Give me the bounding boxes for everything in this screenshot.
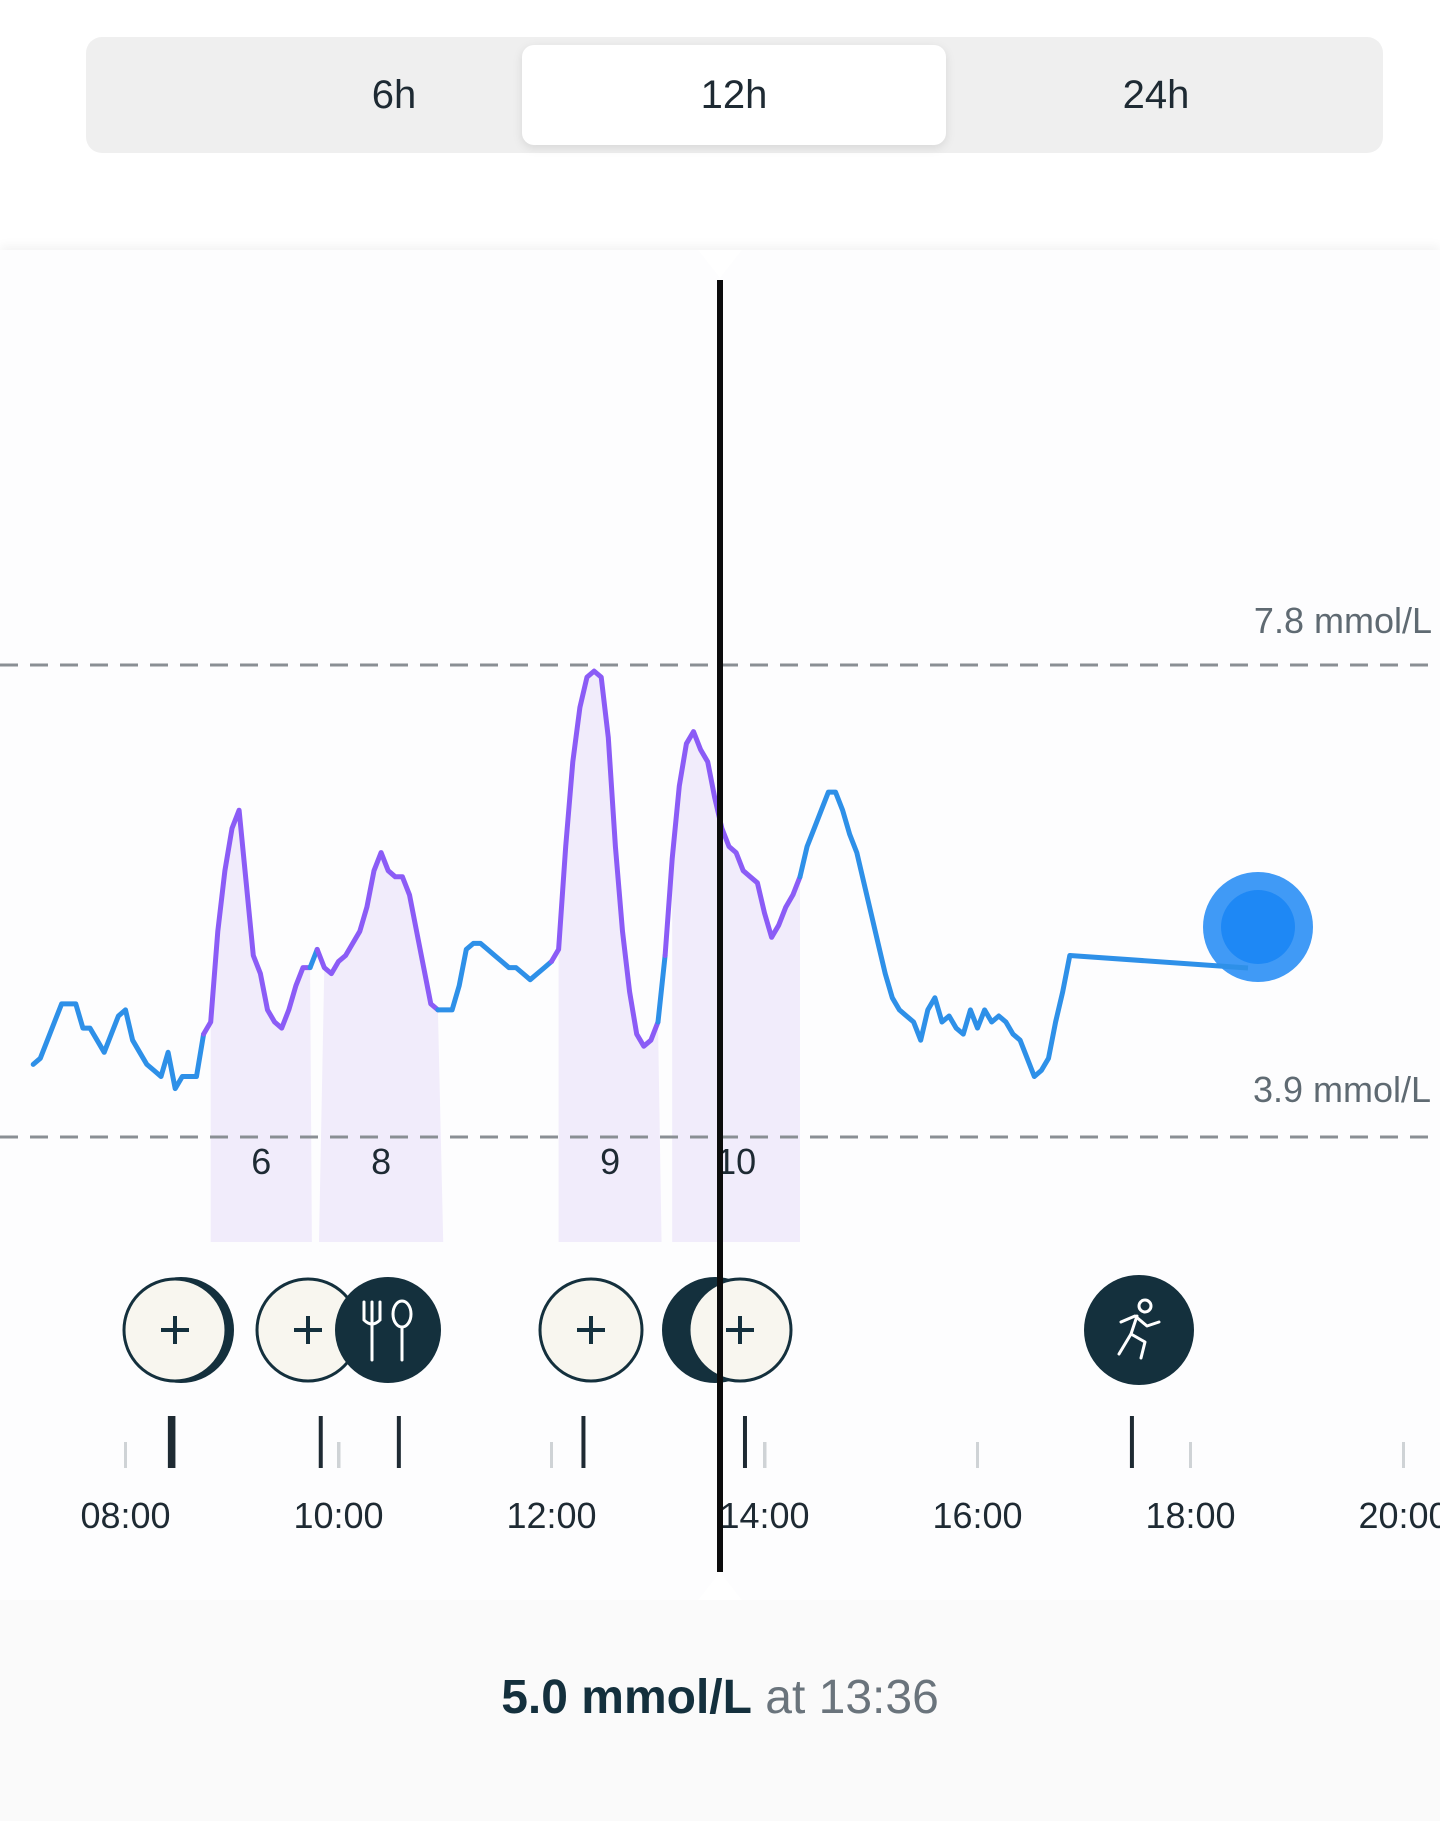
glucose-line	[33, 1004, 203, 1089]
range-option-24h-label: 24h	[1123, 73, 1190, 118]
glucose-chart[interactable]: 7.8 mmol/L 3.9 mmol/L 6 8 9 10 08:00 10:00 12…	[0, 250, 1440, 1600]
carb-label: 8	[371, 1141, 391, 1182]
x-tick-label: 20:00	[1358, 1495, 1440, 1536]
range-option-12h[interactable]: 12h	[522, 45, 946, 145]
insulin-event-marker[interactable]	[662, 1277, 791, 1383]
exercise-event-marker[interactable]	[1084, 1275, 1194, 1385]
glucose-line	[800, 792, 1070, 1076]
x-tick-label: 16:00	[932, 1495, 1022, 1536]
current-glucose-dot	[1221, 890, 1295, 964]
readout-value: 5.0 mmol/L	[501, 1671, 752, 1724]
event-markers	[124, 1275, 1194, 1385]
x-axis: 08:00 10:00 12:00 14:00 16:00 18:00 20:00	[80, 1416, 1440, 1536]
cursor-top-notch	[698, 250, 742, 278]
target-low-label: 3.9 mmol/L	[1253, 1069, 1431, 1110]
carb-label: 6	[251, 1141, 271, 1182]
x-tick-label: 08:00	[80, 1495, 170, 1536]
insulin-event-marker[interactable]	[540, 1279, 642, 1381]
time-range-selector: 6h 12h 24h	[86, 37, 1383, 153]
readout-time: 13:36	[819, 1671, 939, 1724]
readout-at: at	[765, 1671, 805, 1724]
insulin-event-marker[interactable]	[124, 1277, 234, 1383]
meal-marker-bubble	[335, 1277, 441, 1383]
glucose-line	[438, 943, 552, 1010]
range-option-12h-label: 12h	[701, 73, 768, 118]
glucose-chart-card: 7.8 mmol/L 3.9 mmol/L 6 8 9 10 08:00 10:00 12…	[0, 250, 1440, 1600]
cursor-bottom-notch	[698, 1572, 742, 1600]
x-tick-label: 18:00	[1145, 1495, 1235, 1536]
x-tick-label: 12:00	[506, 1495, 596, 1536]
x-tick-label: 14:00	[719, 1495, 809, 1536]
meal-event-marker[interactable]	[335, 1277, 441, 1383]
carb-window-area	[319, 853, 443, 1242]
target-high-label: 7.8 mmol/L	[1254, 600, 1432, 641]
range-option-6h-label: 6h	[372, 73, 417, 118]
carb-label: 9	[600, 1141, 620, 1182]
carb-highlight-areas	[211, 671, 800, 1242]
glucose-readout: 5.0 mmol/L at 13:36	[0, 1670, 1440, 1725]
glucose-line	[658, 956, 665, 1023]
x-tick-label: 10:00	[293, 1495, 383, 1536]
range-option-24h[interactable]: 24h	[946, 45, 1366, 145]
exercise-marker-bubble	[1084, 1275, 1194, 1385]
